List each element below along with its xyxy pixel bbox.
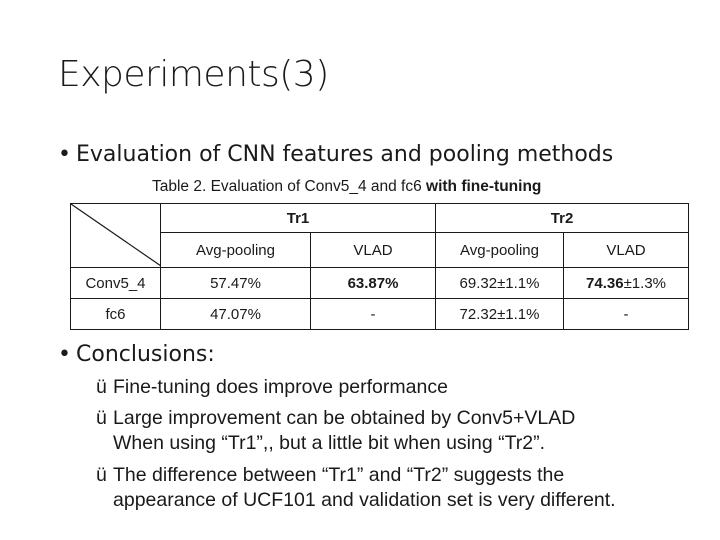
table-row: Conv5_4 57.47% 63.87% 69.32±1.1% 74.36±1… bbox=[70, 267, 689, 299]
results-table: Tr1 Tr2 Avg-pooling VLAD Avg-pooling VLA… bbox=[70, 203, 690, 330]
conclusion-item: ü Large improvement can be obtained by Co… bbox=[96, 407, 575, 430]
group-header-tr2: Tr2 bbox=[435, 203, 689, 233]
cell-fc6-tr1-avg: 47.07% bbox=[160, 298, 311, 330]
sub-header-tr2-avg: Avg-pooling bbox=[435, 232, 565, 268]
conclusion-continuation: appearance of UCF101 and validation set … bbox=[113, 489, 616, 511]
table-group-header-row: Tr1 Tr2 bbox=[70, 203, 689, 268]
table-caption: Table 2. Evaluation of Conv5_4 and fc6 w… bbox=[152, 178, 541, 196]
row-label-fc6: fc6 bbox=[70, 298, 161, 330]
cell-conv5-tr1-avg: 57.47% bbox=[160, 267, 311, 299]
slide-title: Experiments(3) bbox=[58, 54, 329, 95]
bullet-dot: • bbox=[58, 142, 71, 167]
bullet-dot: • bbox=[58, 342, 71, 367]
conclusion-continuation: When using “Tr1”,, but a little bit when… bbox=[113, 432, 546, 454]
table-caption-prefix: Table 2. Evaluation of Conv5_4 and fc6 bbox=[152, 178, 427, 195]
diagonal-line bbox=[71, 204, 161, 266]
bullet-evaluation: • Evaluation of CNN features and pooling … bbox=[58, 142, 613, 167]
cell-conv5-tr2-vlad-bold: 74.36 bbox=[586, 274, 624, 292]
bullet-evaluation-text: Evaluation of CNN features and pooling m… bbox=[76, 142, 614, 167]
sub-header-tr1-avg: Avg-pooling bbox=[160, 232, 311, 268]
cell-conv5-tr2-avg: 69.32±1.1% bbox=[435, 267, 565, 299]
cell-conv5-tr2-vlad: 74.36±1.3% bbox=[563, 267, 689, 299]
conclusion-text: The difference between “Tr1” and “Tr2” s… bbox=[113, 464, 565, 486]
cell-fc6-tr1-vlad: - bbox=[310, 298, 437, 330]
checkmark-icon: ü bbox=[96, 464, 107, 486]
table-sub-header-row: Avg-pooling VLAD Avg-pooling VLAD bbox=[71, 232, 689, 268]
checkmark-icon: ü bbox=[96, 407, 107, 429]
table-row: fc6 47.07% - 72.32±1.1% - bbox=[70, 298, 689, 330]
group-header-tr1: Tr1 bbox=[160, 203, 437, 233]
cell-conv5-tr2-vlad-std: ±1.3% bbox=[623, 274, 666, 292]
conclusion-text: Large improvement can be obtained by Con… bbox=[113, 407, 576, 429]
checkmark-icon: ü bbox=[96, 376, 107, 398]
conclusion-item: ü The difference between “Tr1” and “Tr2” … bbox=[96, 464, 564, 487]
sub-header-tr1-vlad: VLAD bbox=[310, 232, 437, 268]
conclusion-text: Fine-tuning does improve performance bbox=[113, 376, 448, 398]
table-corner-cell bbox=[70, 203, 161, 268]
cell-conv5-tr1-vlad: 63.87% bbox=[310, 267, 437, 299]
row-label-conv5-4: Conv5_4 bbox=[70, 267, 161, 299]
cell-fc6-tr2-vlad: - bbox=[623, 305, 629, 323]
cell-fc6-tr2-avg: 72.32±1.1% bbox=[435, 298, 565, 330]
bullet-conclusions-text: Conclusions: bbox=[76, 342, 215, 367]
conclusion-item: ü Fine-tuning does improve performance bbox=[96, 376, 448, 399]
table-caption-bold: with fine-tuning bbox=[426, 178, 542, 195]
bullet-conclusions: • Conclusions: bbox=[58, 342, 215, 367]
sub-header-tr2-vlad: VLAD bbox=[563, 232, 689, 268]
